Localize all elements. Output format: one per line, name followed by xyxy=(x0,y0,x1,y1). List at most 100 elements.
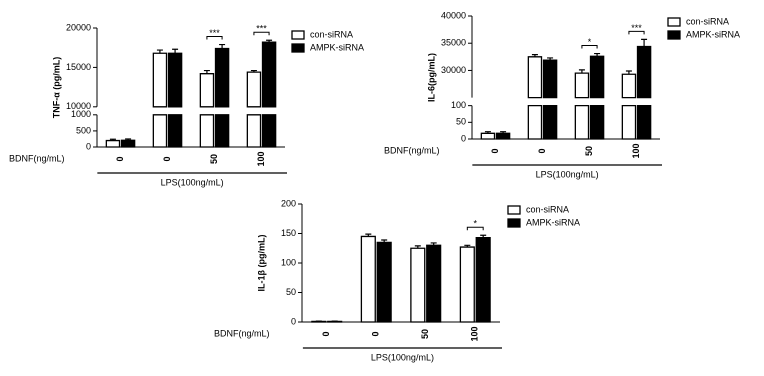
y-tick-label: 0 xyxy=(86,141,91,151)
y-tick-label: 500 xyxy=(76,125,91,135)
y-tick-label: 50 xyxy=(456,117,466,127)
x-tick-label: 100 xyxy=(470,326,480,341)
error-bar xyxy=(531,54,538,57)
significance-bracket xyxy=(581,45,598,49)
legend-label: AMPK-siRNA xyxy=(526,217,580,227)
error-bar xyxy=(125,138,132,141)
significance-label: * xyxy=(473,219,477,229)
legend-swatch xyxy=(667,30,681,40)
bar xyxy=(589,55,605,140)
error-bar xyxy=(219,43,226,49)
significance-bracket xyxy=(253,31,270,36)
legend-swatch xyxy=(507,218,521,228)
x-tick-label: 0 xyxy=(115,156,125,161)
legend-label: AMPK-siRNA xyxy=(310,42,364,52)
error-bar xyxy=(266,39,273,43)
bar xyxy=(214,47,230,148)
significance-label: *** xyxy=(209,28,220,38)
bar xyxy=(621,73,637,140)
y-tick-label: 15000 xyxy=(66,62,91,72)
y-tick-label: 200 xyxy=(281,198,296,208)
bar xyxy=(105,139,121,148)
bar xyxy=(475,236,491,323)
error-bar xyxy=(464,244,471,248)
error-bar xyxy=(203,69,210,74)
group-label: LPS(100ng/mL) xyxy=(161,177,224,187)
significance-label: * xyxy=(588,37,592,47)
y-tick-label: 50 xyxy=(286,287,296,297)
legend-swatch xyxy=(507,205,521,215)
bar xyxy=(246,71,262,148)
y-axis-label: IL-1β (pg/mL) xyxy=(256,235,266,292)
bar xyxy=(574,72,590,140)
y-axis-label: TNF-α (pg/mL) xyxy=(51,57,61,119)
significance-bracket xyxy=(628,30,645,35)
error-bar xyxy=(625,70,632,75)
group-label: LPS(100ng/mL) xyxy=(371,352,434,362)
x-tick-label: 0 xyxy=(162,156,172,161)
y-tick-label: 0 xyxy=(461,133,466,143)
x-tick-label: 100 xyxy=(631,143,641,158)
error-bar xyxy=(578,69,585,74)
error-bar xyxy=(172,48,179,54)
error-bar xyxy=(414,245,421,249)
significance-bracket xyxy=(206,36,223,40)
bar xyxy=(426,244,442,323)
y-tick-label: 100 xyxy=(451,100,466,110)
significance-label: *** xyxy=(256,24,267,34)
error-bar xyxy=(156,49,163,54)
y-tick-label: 20000 xyxy=(66,22,91,32)
error-bar xyxy=(500,131,507,134)
error-bar xyxy=(641,38,648,47)
error-bar xyxy=(547,57,554,61)
bar xyxy=(527,56,543,140)
bar xyxy=(120,139,136,148)
significance-bracket xyxy=(466,226,484,231)
bar xyxy=(636,45,652,140)
error-bar xyxy=(430,242,437,246)
error-bar xyxy=(484,131,491,134)
bar xyxy=(410,247,426,323)
legend-label: AMPK-siRNA xyxy=(686,29,740,39)
x-tick-label: 0 xyxy=(490,148,500,153)
error-bar xyxy=(250,69,257,73)
y-tick-label: 10000 xyxy=(66,101,91,111)
group-label: LPS(100ng/mL) xyxy=(536,169,599,179)
y-tick-label: 0 xyxy=(291,316,296,326)
y-axis-label: IL-6(pg/mL) xyxy=(426,53,436,102)
x-tick-label: 0 xyxy=(537,148,547,153)
bar xyxy=(199,73,215,148)
significance-label: *** xyxy=(631,23,642,33)
bar xyxy=(459,246,475,323)
error-bar xyxy=(594,52,601,57)
x-tick-label: 50 xyxy=(209,154,219,164)
bar xyxy=(495,132,511,140)
x-tick-label: 50 xyxy=(584,146,594,156)
y-tick-label: 30000 xyxy=(441,65,466,75)
error-bar xyxy=(365,233,372,237)
legend-swatch xyxy=(291,30,305,40)
legend-swatch xyxy=(291,43,305,53)
bar xyxy=(480,132,496,140)
x-axis-label: BDNF(ng/mL) xyxy=(9,153,65,163)
bar xyxy=(261,41,277,148)
error-bar xyxy=(480,234,487,238)
bar xyxy=(542,59,558,140)
error-bar xyxy=(381,239,388,243)
legend-swatch xyxy=(667,17,681,27)
x-tick-label: 100 xyxy=(256,151,266,166)
error-bar xyxy=(109,138,116,141)
x-axis-label: BDNF(ng/mL) xyxy=(214,328,270,338)
x-tick-label: 0 xyxy=(321,331,331,336)
y-tick-label: 40000 xyxy=(441,10,466,20)
x-tick-label: 50 xyxy=(420,329,430,339)
bar xyxy=(152,52,168,148)
legend-label: con-siRNA xyxy=(310,29,353,39)
y-tick-label: 150 xyxy=(281,228,296,238)
y-tick-label: 1000 xyxy=(71,109,91,119)
x-tick-label: 0 xyxy=(371,331,381,336)
y-tick-label: 35000 xyxy=(441,38,466,48)
x-axis-label: BDNF(ng/mL) xyxy=(384,145,440,155)
bar xyxy=(376,241,392,323)
